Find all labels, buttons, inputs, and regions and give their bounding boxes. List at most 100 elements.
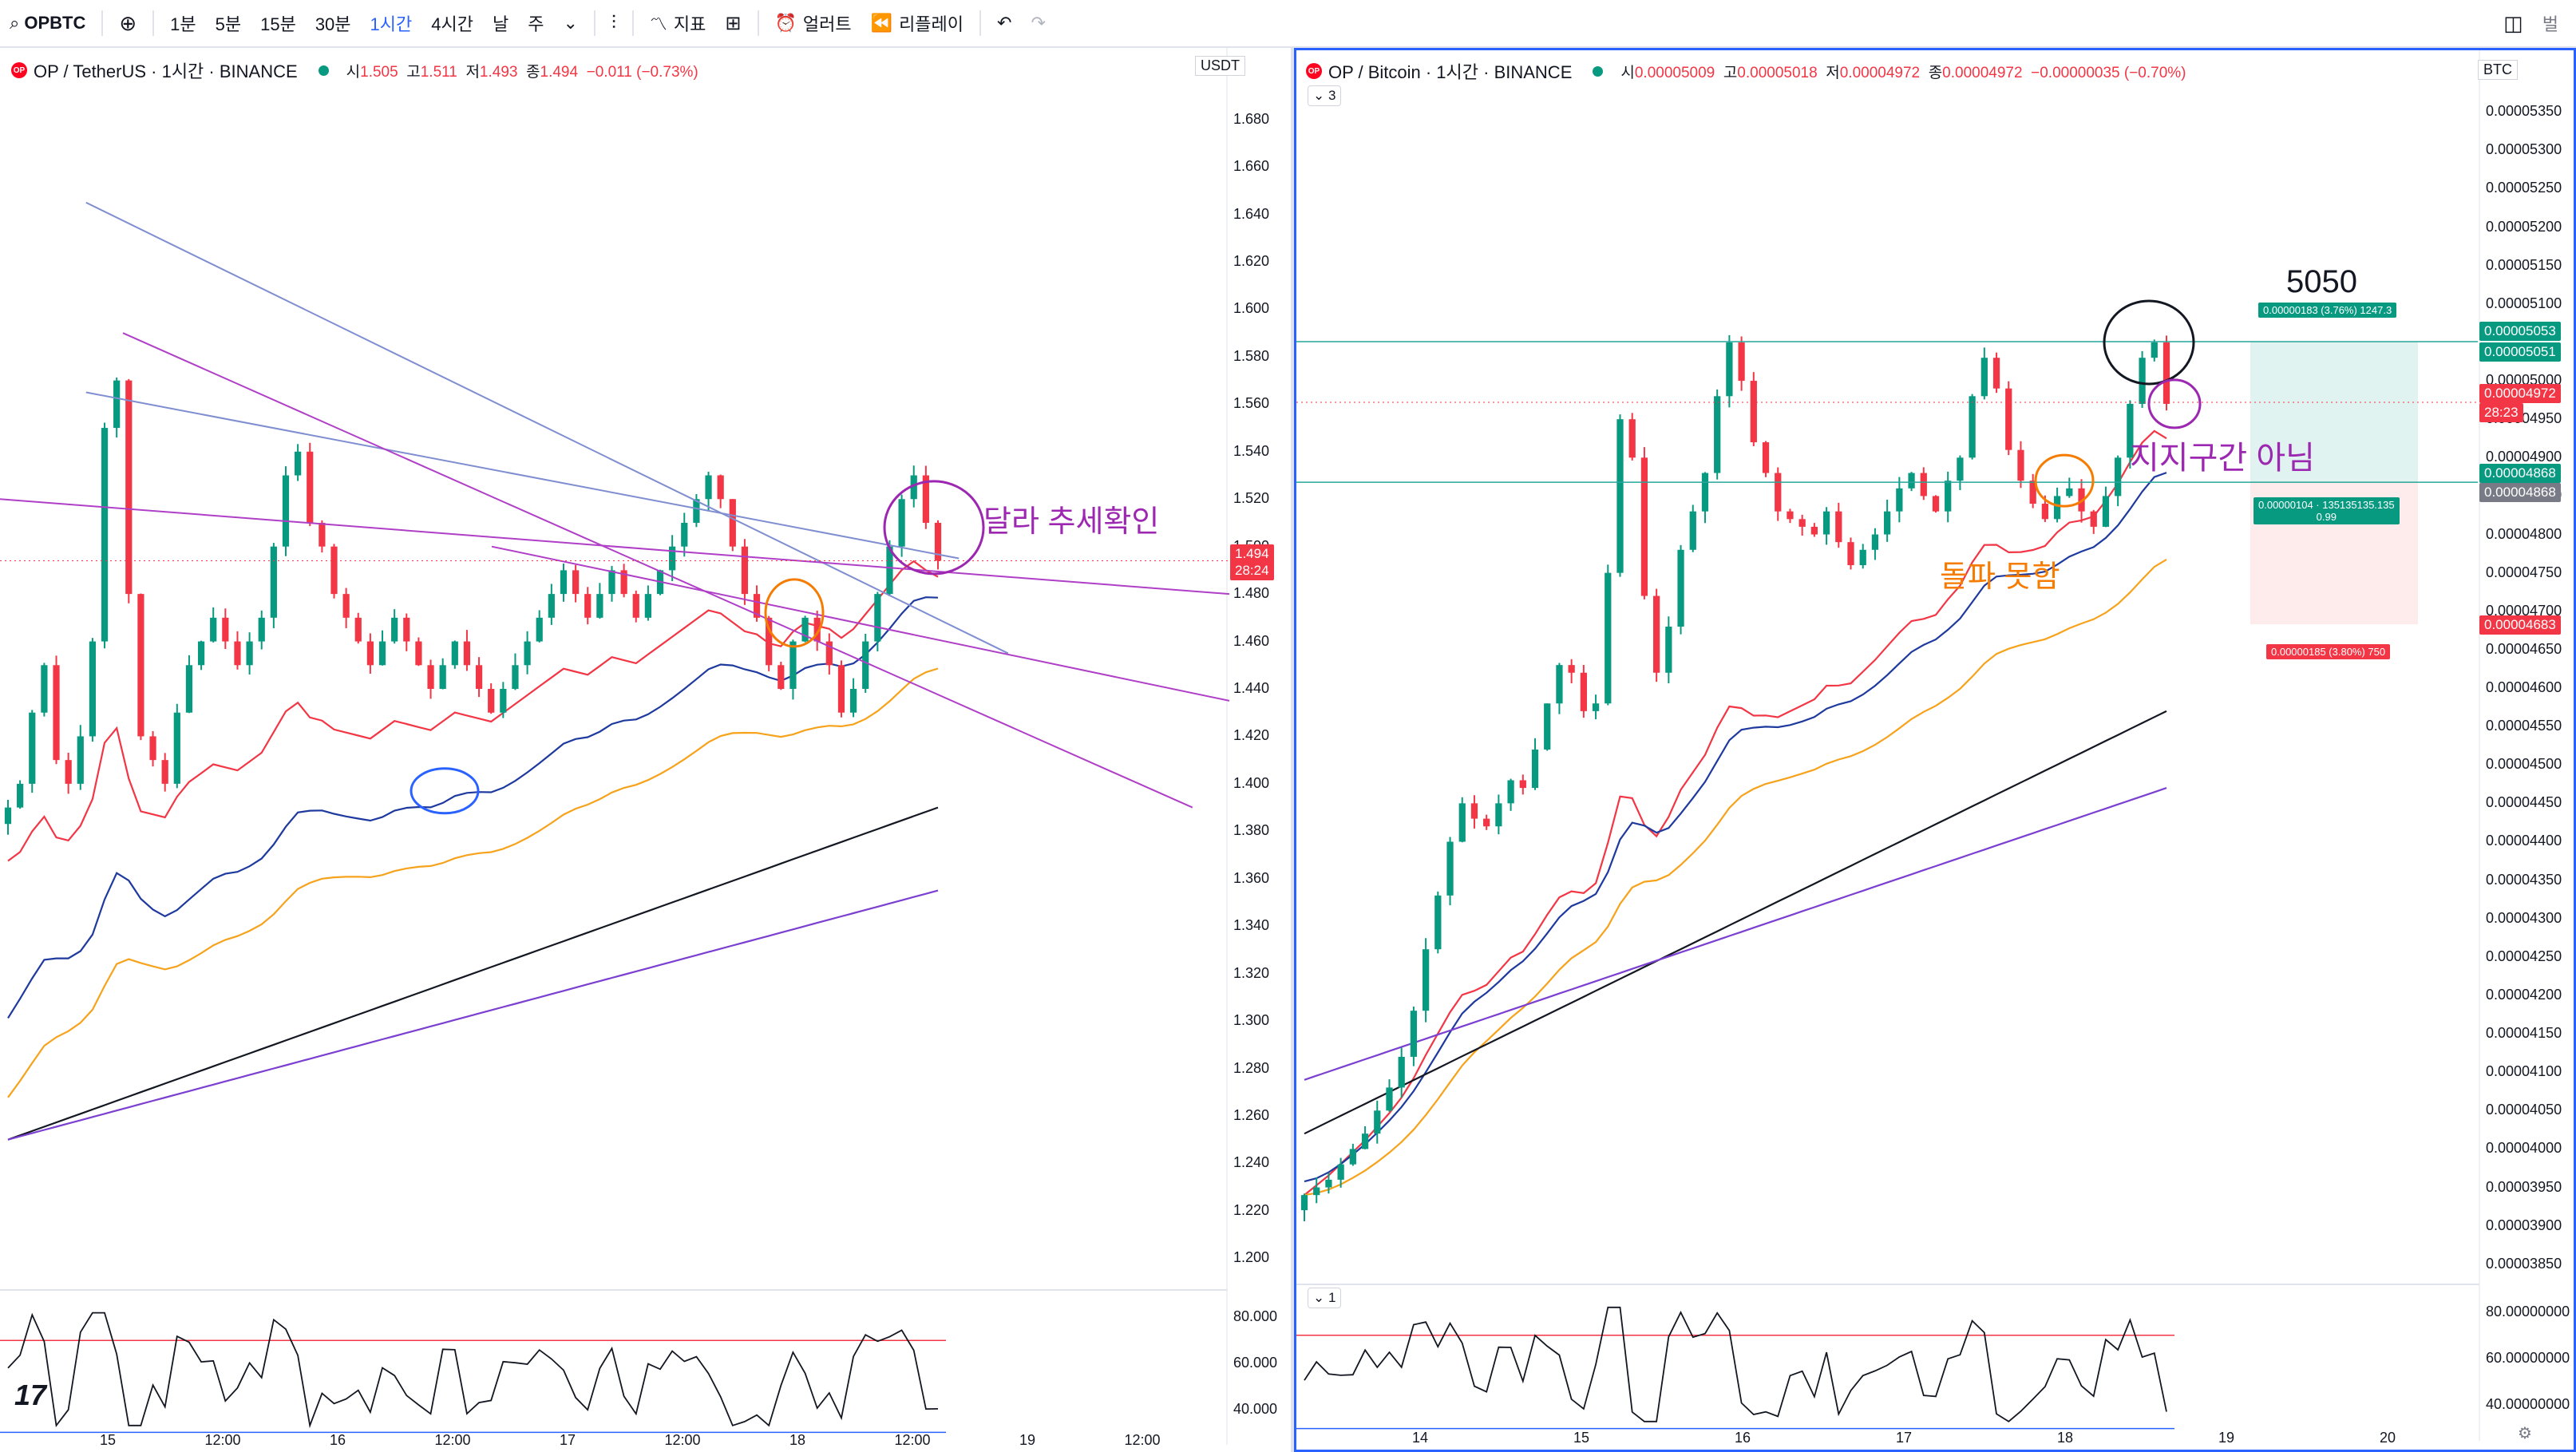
op-logo-icon: OP <box>11 62 27 78</box>
interval-1m[interactable]: 1분 <box>170 14 196 34</box>
candle-body <box>234 641 241 666</box>
time-tick: 15 <box>1573 1430 1590 1446</box>
more-label[interactable]: 벌 <box>2542 14 2558 34</box>
currency-unit-right[interactable]: BTC <box>2478 60 2518 80</box>
candle-body <box>1325 1179 1332 1188</box>
split-view-icon: ◫ <box>2503 10 2523 35</box>
candle-body <box>632 594 639 618</box>
candle-body <box>1798 519 1806 527</box>
time-tick: 20 <box>2379 1430 2396 1446</box>
candle-body <box>1434 895 1442 950</box>
symbol-search[interactable]: ⌕ OPBTC <box>0 0 95 46</box>
price-tick: 0.00004800 <box>2486 525 2562 542</box>
replay-button[interactable]: ⏪ 리플레이 <box>861 0 973 46</box>
interval-4h[interactable]: 4시간 <box>431 14 473 34</box>
price-tick: 0.00005200 <box>2486 218 2562 235</box>
pane-divider[interactable] <box>1291 48 1294 1452</box>
divider <box>593 10 596 36</box>
candle-body <box>113 380 121 429</box>
price-tick: 0.00004650 <box>2486 640 2562 657</box>
indicators-button[interactable]: 〽 지표 <box>640 0 716 46</box>
position-mid-text2: 0.99 <box>2316 511 2337 523</box>
candle-body <box>161 760 168 784</box>
compare-button[interactable]: ⊕ <box>109 0 146 46</box>
price-tick: 0.00005350 <box>2486 103 2562 120</box>
candle-body <box>330 546 338 595</box>
candle-body <box>1458 803 1466 842</box>
annotation-not-support[interactable]: 지지구간 아님 <box>2130 441 2315 476</box>
interval-1w[interactable]: 주 <box>528 14 544 34</box>
layout-button[interactable]: ⊞ <box>715 0 750 46</box>
ema-line-orange <box>7 667 939 1098</box>
chart-type-button[interactable]: ⫶ <box>602 0 626 46</box>
candle-body <box>89 641 97 737</box>
search-icon: ⌕ <box>10 13 20 33</box>
interval-15m[interactable]: 15분 <box>260 14 296 34</box>
time-tick: 14 <box>1411 1430 1429 1446</box>
price-tick: 1.320 <box>1233 964 1270 981</box>
candle-body <box>2017 449 2024 481</box>
interval-dropdown[interactable]: ⌄ <box>553 0 587 46</box>
undo-button[interactable]: ↶ <box>987 0 1021 46</box>
candle-body <box>2029 481 2036 504</box>
price-tick: 1.220 <box>1233 1201 1270 1218</box>
layout-toggle-button[interactable]: ◫ <box>2494 0 2533 46</box>
settings-gear-icon[interactable]: ⚙ <box>2518 1425 2532 1442</box>
chart-pane-right[interactable]: OP OP / Bitcoin · 1시간 · BINANCE 시0.00005… <box>1294 48 2576 1452</box>
alerts-button[interactable]: ⏰ 얼러트 <box>766 0 861 46</box>
price-tick: 0.00005250 <box>2486 180 2562 196</box>
candle-body <box>2139 358 2146 404</box>
price-tag: 28:23 <box>2479 403 2523 422</box>
candle-body <box>753 594 761 618</box>
open-label: 시 <box>1620 64 1635 81</box>
chart-canvas-right[interactable] <box>1296 50 2574 1450</box>
annotation-5050[interactable]: 5050 <box>2286 264 2357 299</box>
candle-body <box>849 689 857 713</box>
candle-body <box>1992 358 2000 389</box>
osc-tick: 80.000 <box>1233 1308 1278 1325</box>
indicators-collapse-button[interactable]: ⌄ 3 <box>1308 85 1342 106</box>
candle-body <box>1507 780 1514 804</box>
candle-body <box>536 617 543 642</box>
market-status-icon <box>318 65 329 76</box>
candle-body <box>2090 511 2097 527</box>
candle-body <box>378 641 386 666</box>
annotation-failed-breakout[interactable]: 돌파 못함 <box>1940 560 2060 594</box>
price-tick: 1.300 <box>1233 1012 1270 1029</box>
candle-body <box>282 475 290 547</box>
candle-body <box>2151 342 2158 358</box>
interval-1d[interactable]: 날 <box>492 14 509 34</box>
legend-left: OP OP / TetherUS · 1시간 · BINANCE 시1.505 … <box>11 57 698 83</box>
currency-unit-left[interactable]: USDT <box>1195 56 1245 76</box>
candle-body <box>1714 396 1721 473</box>
high-label: 고 <box>1723 64 1738 81</box>
ema-line-orange <box>1304 558 2167 1197</box>
time-tick: 18 <box>2056 1430 2074 1446</box>
close-value: 1.494 <box>540 63 579 81</box>
candle-body <box>1689 511 1696 550</box>
high-label: 고 <box>406 63 421 81</box>
interval-5m[interactable]: 5분 <box>215 14 242 34</box>
candle-body <box>1835 511 1842 543</box>
osc-count: 1 <box>1328 1290 1336 1305</box>
candle-body <box>1884 511 1891 535</box>
candle-body <box>1726 342 1733 397</box>
price-tick: 0.00004600 <box>2486 679 2562 695</box>
price-tick: 0.00004450 <box>2486 794 2562 811</box>
interval-30m[interactable]: 30분 <box>315 14 351 34</box>
candle-body <box>2041 504 2049 520</box>
change-value: −0.00000035 (−0.70%) <box>2031 64 2186 81</box>
osc-tick: 40.000 <box>1233 1400 1278 1417</box>
interval-1h[interactable]: 1시간 <box>370 14 413 34</box>
candle-body <box>1531 749 1539 789</box>
chart-canvas-left[interactable] <box>0 48 1291 1452</box>
divider <box>979 10 982 36</box>
candle-body <box>125 380 133 595</box>
osc-collapse-button[interactable]: ⌄ 1 <box>1308 1288 1342 1308</box>
price-tag: 0.00005051 <box>2479 342 2561 362</box>
chart-pane-left[interactable]: OP OP / TetherUS · 1시간 · BINANCE 시1.505 … <box>0 48 1291 1452</box>
trendline <box>85 201 1009 655</box>
candle-body <box>813 617 821 642</box>
annotation-dollar-trend[interactable]: 달라 추세확인 <box>983 505 1160 539</box>
redo-button[interactable]: ↷ <box>1021 0 1055 46</box>
